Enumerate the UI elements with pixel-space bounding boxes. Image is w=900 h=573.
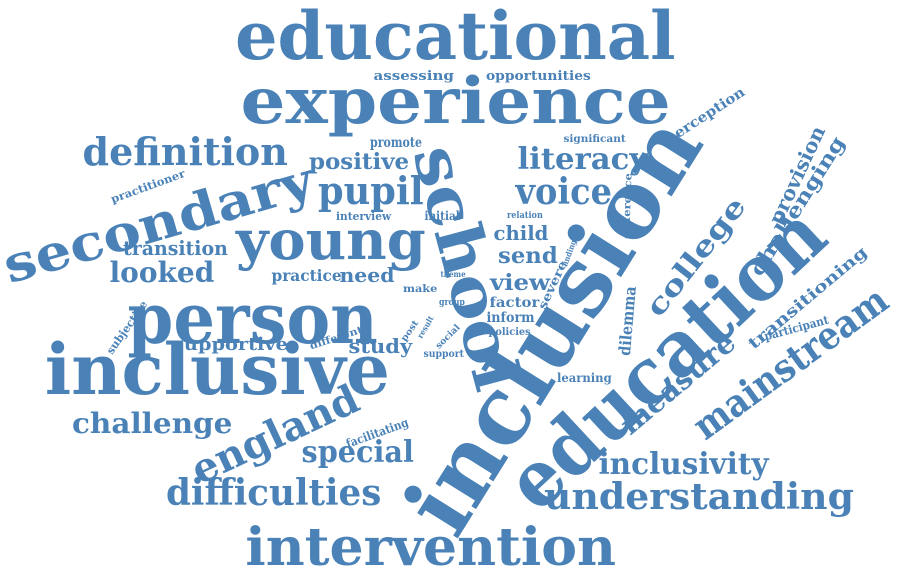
- word-practice: practice: [270, 266, 342, 285]
- word-pupil: pupil: [317, 168, 424, 213]
- word-looked: looked: [109, 256, 215, 289]
- word-study: study: [348, 334, 412, 358]
- word-positive: positive: [308, 149, 410, 175]
- word-view: view: [489, 270, 551, 296]
- word-policies: policies: [487, 327, 531, 338]
- word-child: child: [493, 221, 549, 245]
- word-promote: promote: [369, 135, 423, 151]
- word-literacy: literacy: [516, 142, 647, 177]
- word-group: group: [438, 297, 465, 308]
- word-young: young: [235, 208, 426, 272]
- word-inclusive: inclusive: [44, 328, 390, 411]
- word-assessing: assessing: [372, 68, 454, 84]
- word-send: send: [498, 243, 558, 269]
- word-relation: relation: [506, 210, 543, 221]
- word-need: need: [339, 263, 395, 287]
- word-inform: inform: [485, 310, 535, 326]
- word-definition: definition: [82, 129, 288, 174]
- word-opportunities: opportunities: [485, 68, 591, 84]
- word-difficulties: difficulties: [165, 472, 381, 514]
- word-educational: educational: [234, 0, 676, 75]
- word-understanding: understanding: [544, 476, 854, 518]
- word-supportive: supportive: [172, 334, 288, 355]
- word-special: special: [301, 435, 414, 470]
- word-learning: learning: [556, 371, 612, 385]
- word-result: result: [414, 313, 436, 341]
- word-person: person: [127, 277, 378, 360]
- word-inclusivity: inclusivity: [597, 447, 769, 482]
- word-voice: voice: [515, 171, 612, 213]
- word-difference: difference: [620, 172, 635, 239]
- word-transition: transition: [122, 236, 228, 260]
- word-initial: initial: [424, 209, 460, 223]
- word-factor: factor: [489, 295, 539, 311]
- word-experience: experience: [240, 64, 671, 139]
- word-intervention: intervention: [244, 517, 616, 573]
- word-make: make: [402, 284, 438, 295]
- word-significant: significant: [562, 134, 626, 145]
- word-challenge: challenge: [71, 407, 233, 440]
- word-theme: theme: [440, 269, 466, 279]
- word-support: support: [423, 349, 464, 360]
- word-interview: interview: [335, 209, 391, 223]
